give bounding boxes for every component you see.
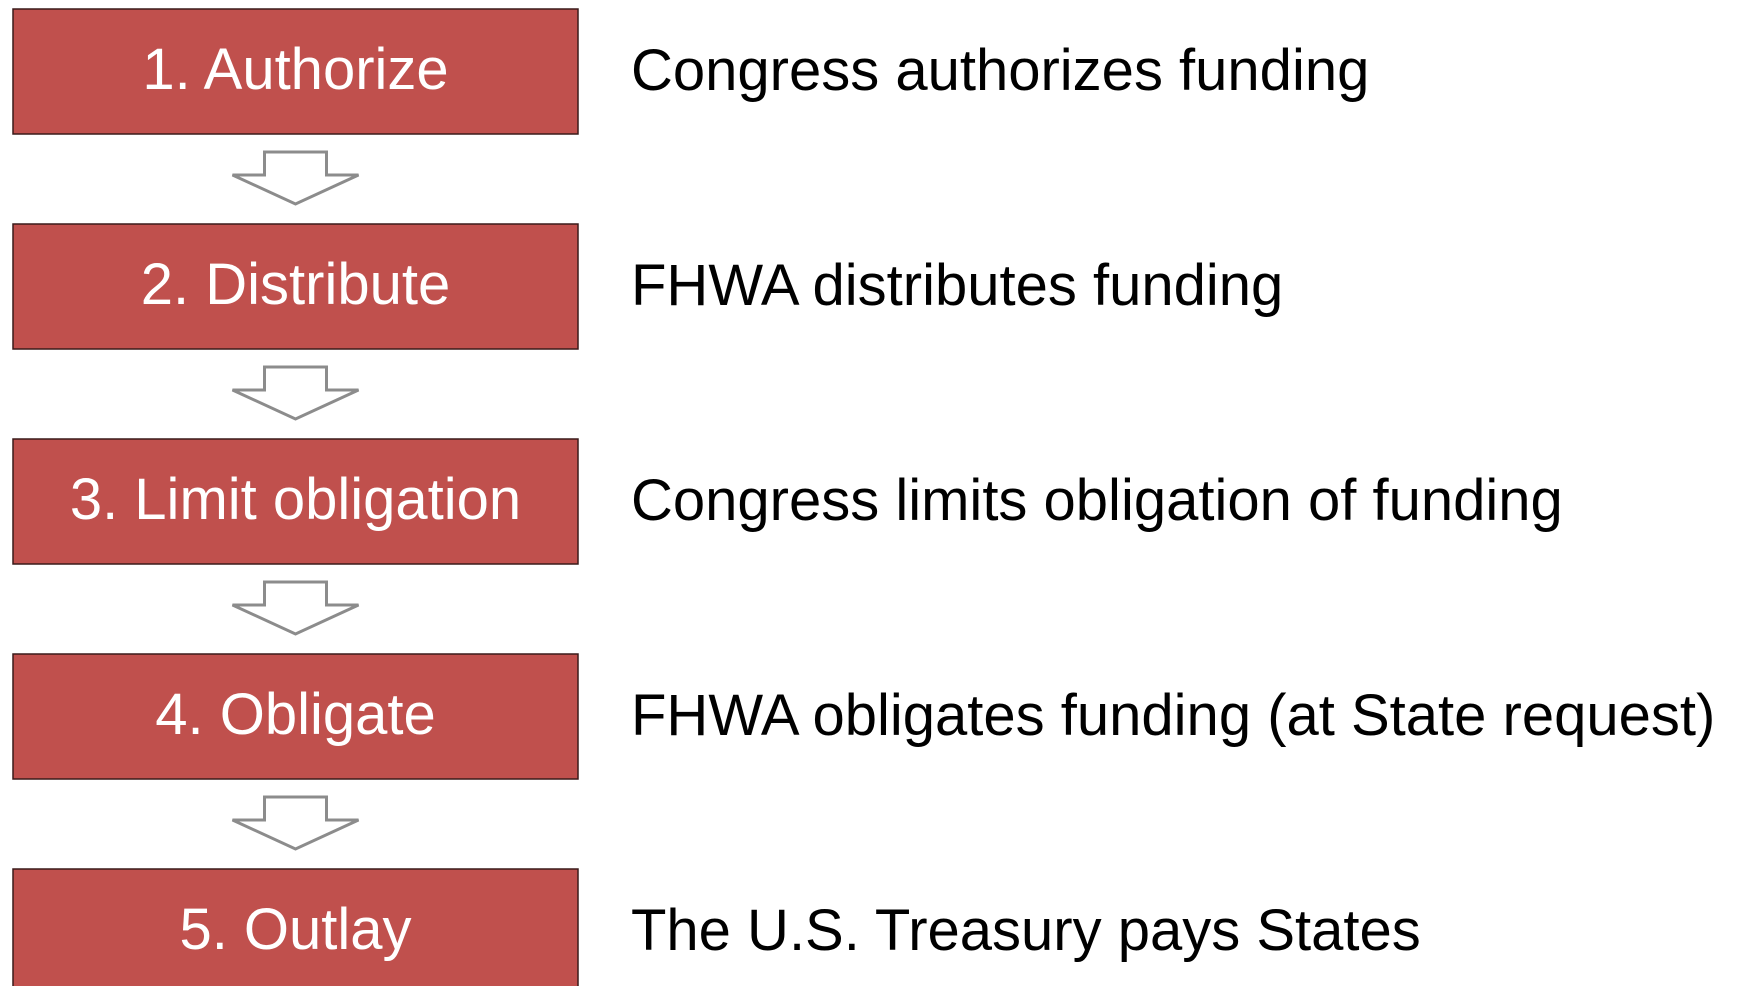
step-label: 2. Distribute: [141, 252, 450, 317]
step-box: [12, 8, 579, 135]
step-description: Congress limits obligation of funding: [631, 468, 1563, 533]
step-description: The U.S. Treasury pays States: [631, 898, 1421, 963]
step-box: [12, 223, 579, 350]
step-description: FHWA obligates funding (at State request…: [631, 683, 1715, 748]
step-description: FHWA distributes funding: [631, 253, 1283, 318]
step-box: [12, 868, 579, 986]
step-box: [12, 653, 579, 780]
step-label: 5. Outlay: [179, 897, 411, 962]
step-description: Congress authorizes funding: [631, 38, 1369, 103]
down-arrow: [231, 150, 360, 206]
down-arrow: [231, 795, 360, 851]
down-arrow: [231, 580, 360, 636]
step-label: 3. Limit obligation: [70, 467, 521, 532]
step-box: [12, 438, 579, 565]
down-arrow: [231, 365, 360, 421]
step-label: 4. Obligate: [155, 682, 436, 747]
step-label: 1. Authorize: [142, 37, 448, 102]
